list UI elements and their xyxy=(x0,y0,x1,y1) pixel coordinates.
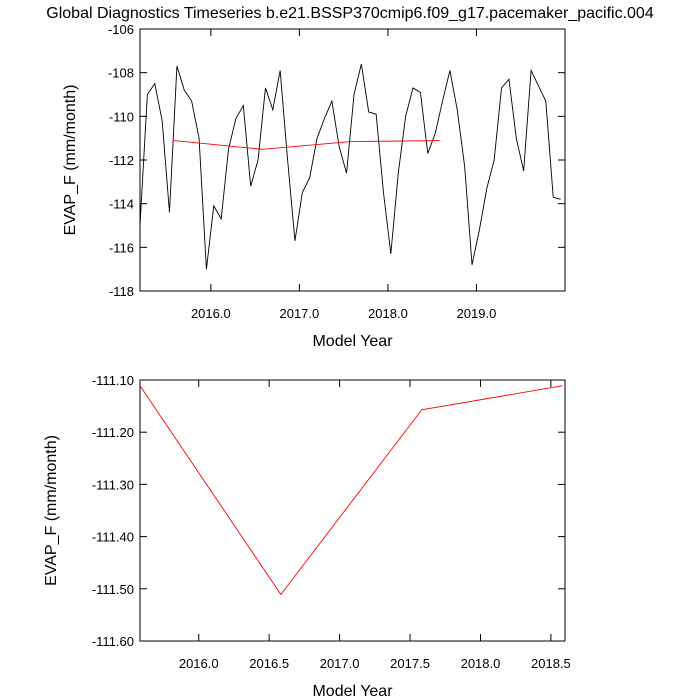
plot-frame xyxy=(139,379,566,642)
x-tick-label: 2018.0 xyxy=(368,306,408,321)
x-tick-label: 2017.5 xyxy=(390,656,430,671)
y-tick-label: -111.30 xyxy=(92,477,134,492)
x-axis-label: Model Year xyxy=(312,333,393,350)
y-tick-label: -118 xyxy=(109,284,134,299)
x-tick-label: 2017.0 xyxy=(279,306,319,321)
x-tick-label: 2018.0 xyxy=(461,656,501,671)
y-tick-label: -111.40 xyxy=(92,530,134,545)
y-tick-label: -112 xyxy=(109,153,134,168)
y-tick-label: -111.10 xyxy=(92,373,134,388)
x-tick-label: 2016.5 xyxy=(249,656,289,671)
x-tick-label: 2018.5 xyxy=(531,656,571,671)
y-tick-label: -111.60 xyxy=(92,634,134,649)
x-axis-label: Model Year xyxy=(312,683,393,700)
y-axis-label: EVAP_F (mm/month) xyxy=(62,85,79,236)
y-tick-label: -106 xyxy=(108,22,134,37)
x-tick-label: 2019.0 xyxy=(457,306,497,321)
x-tick-label: 2017.0 xyxy=(320,656,360,671)
x-tick-label: 2016.0 xyxy=(191,306,231,321)
y-tick-label: -114 xyxy=(109,197,134,212)
data-line xyxy=(173,140,440,150)
x-tick-label: 2016.0 xyxy=(179,656,219,671)
y-tick-label: -116 xyxy=(109,240,134,255)
chart-title: Global Diagnostics Timeseries b.e21.BSSP… xyxy=(46,5,654,22)
y-tick-label: -111.20 xyxy=(92,425,134,440)
data-line xyxy=(139,385,563,596)
y-axis-label: EVAP_F (mm/month) xyxy=(43,435,60,586)
y-tick-label: -111.50 xyxy=(92,582,134,597)
y-tick-label: -108 xyxy=(108,66,134,81)
data-line xyxy=(139,63,561,270)
y-tick-label: -110 xyxy=(109,109,134,124)
plot-frame xyxy=(139,28,566,292)
